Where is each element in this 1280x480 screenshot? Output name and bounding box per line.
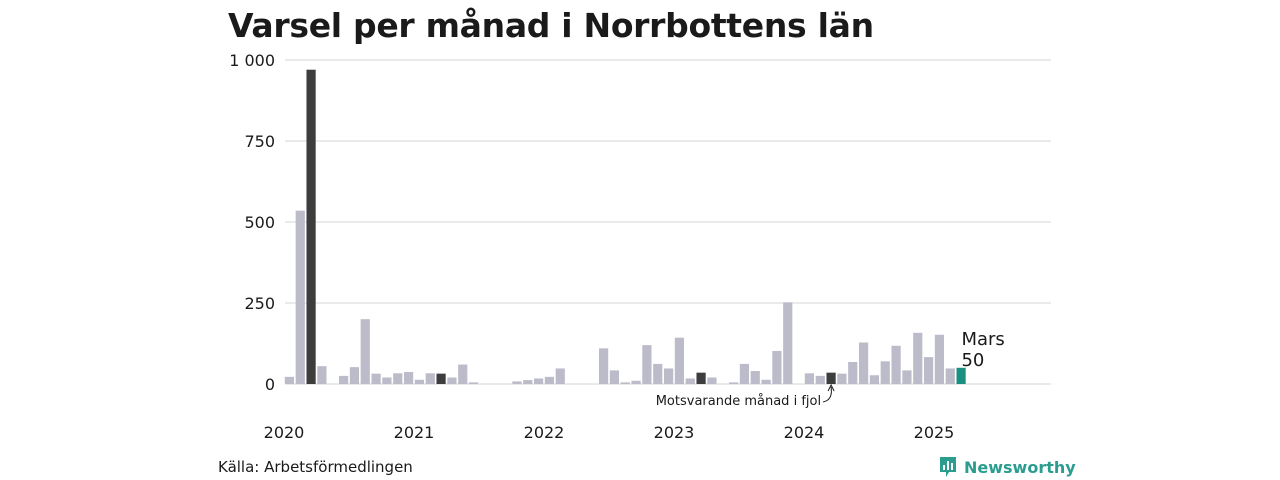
- bar-2025-01: [934, 334, 945, 384]
- bar-2021-10: [512, 381, 522, 384]
- newsworthy-logo-icon: [940, 457, 956, 477]
- bar-2022-12: [663, 368, 674, 384]
- y-tick-label: 1 000: [229, 51, 275, 70]
- bars: [284, 69, 966, 384]
- bar-2023-11: [783, 302, 793, 384]
- bar-2022-08: [620, 382, 630, 384]
- bar-2022-11: [653, 363, 663, 384]
- bar-2023-07: [739, 363, 750, 384]
- brand-name: Newsworthy: [964, 457, 1076, 477]
- bar-2023-08: [750, 371, 760, 384]
- bar-2024-07: [869, 375, 880, 384]
- bar-2023-10: [772, 350, 782, 384]
- bar-2023-06: [728, 382, 739, 384]
- x-tick-label: 2020: [264, 423, 305, 442]
- bar-2020-08: [360, 319, 370, 384]
- bar-2020-03: [306, 69, 316, 384]
- x-tick-label: 2024: [784, 423, 825, 442]
- x-axis-ticks: 2020 2021 2022 2023 2024 2025: [264, 423, 955, 442]
- bar-2020-02: [295, 210, 305, 384]
- bar-2022-02: [555, 368, 565, 384]
- bar-2023-04: [707, 377, 717, 384]
- bar-2024-06: [858, 342, 869, 384]
- bar-2021-01: [414, 379, 425, 384]
- y-tick-label: 750: [244, 132, 275, 151]
- bar-2020-06: [338, 375, 349, 384]
- bar-2024-08: [880, 361, 890, 384]
- bar-2024-05: [848, 361, 858, 384]
- chart-title: Varsel per månad i Norrbottens län: [228, 6, 874, 45]
- y-tick-label: 250: [244, 294, 275, 313]
- bar-2020-12: [403, 372, 414, 384]
- bar-2024-12: [923, 357, 934, 384]
- x-tick-label: 2025: [914, 423, 955, 442]
- bar-2022-06: [598, 348, 609, 384]
- bar-2021-12: [533, 378, 544, 384]
- annotation-arrow: [822, 386, 832, 403]
- bar-2020-10: [382, 377, 392, 384]
- bar-2021-02: [425, 373, 435, 384]
- x-tick-label: 2021: [394, 423, 435, 442]
- bar-2024-02: [815, 375, 825, 384]
- current-value-label: 50: [961, 350, 984, 371]
- bar-2024-10: [902, 370, 912, 384]
- annotation-label: Motsvarande månad i fjol: [656, 394, 821, 409]
- y-axis-ticks: 0 250 500 750 1 000: [229, 51, 275, 394]
- bar-2020-04: [317, 366, 327, 384]
- bar-2021-06: [468, 382, 479, 384]
- brand[interactable]: Newsworthy: [938, 455, 1076, 479]
- bar-2022-07: [609, 370, 620, 384]
- x-tick-label: 2023: [654, 423, 695, 442]
- bar-2020-09: [371, 373, 381, 384]
- bar-2020-01: [284, 376, 295, 384]
- bar-2022-01: [544, 376, 555, 384]
- bar-2021-11: [523, 380, 533, 384]
- x-tick-label: 2022: [524, 423, 565, 442]
- bar-2023-01: [674, 337, 685, 384]
- bar-2025-02: [945, 368, 955, 384]
- bar-2021-04: [447, 377, 457, 384]
- bar-2024-09: [891, 345, 901, 384]
- bar-2023-09: [761, 379, 771, 384]
- bar-2024-01: [804, 373, 815, 384]
- bar-2025-03: [956, 367, 966, 384]
- bar-2020-07: [349, 367, 360, 384]
- bar-2023-03: [696, 372, 706, 384]
- y-tick-label: 0: [265, 375, 275, 394]
- bar-2021-05: [458, 364, 468, 384]
- source-note: Källa: Arbetsförmedlingen: [218, 458, 413, 476]
- bar-2024-11: [913, 332, 923, 384]
- bar-2024-04: [837, 373, 847, 384]
- bar-2021-03: [436, 373, 446, 384]
- bar-2023-02: [685, 378, 695, 384]
- bar-2022-09: [631, 380, 641, 384]
- annotation-arrowhead: [827, 383, 835, 392]
- y-tick-label: 500: [244, 213, 275, 232]
- current-month-label: Mars: [961, 329, 1004, 350]
- bar-2024-03: [826, 372, 836, 384]
- bar-2022-10: [642, 345, 652, 384]
- bar-2020-11: [393, 373, 403, 384]
